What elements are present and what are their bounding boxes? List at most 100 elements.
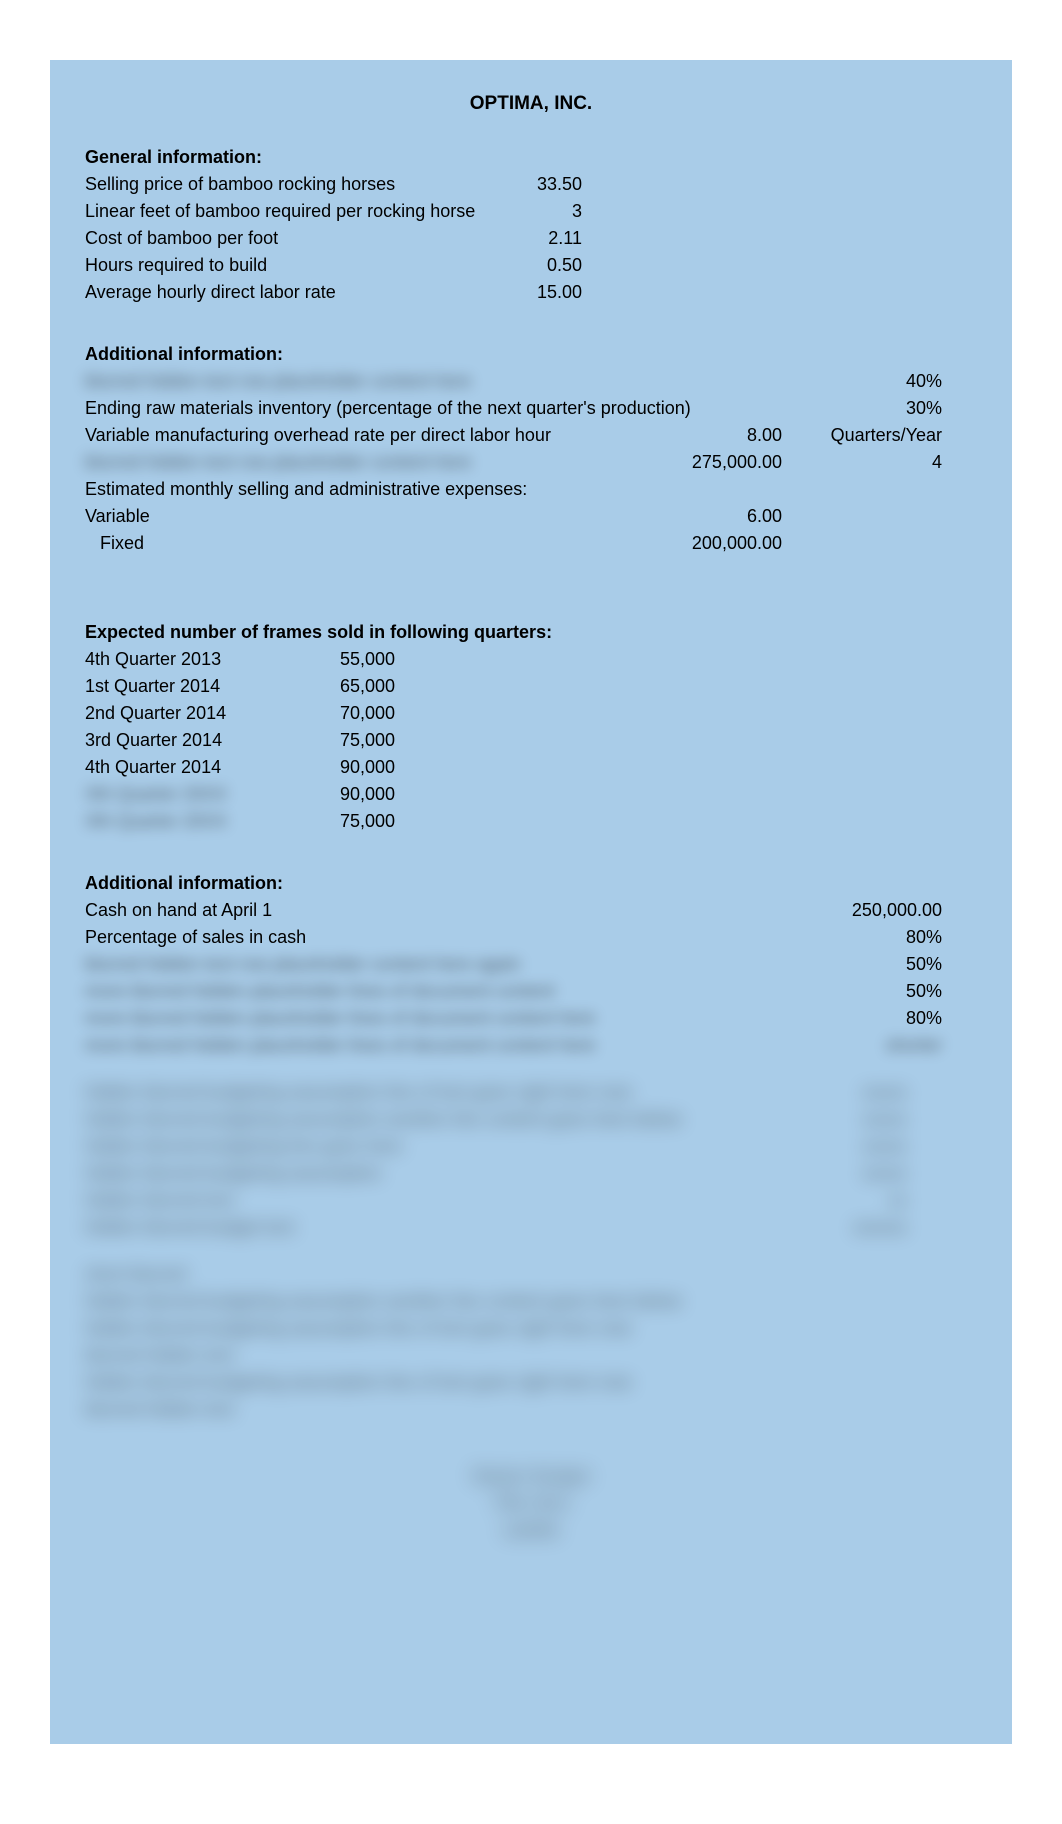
row-label: Cost of bamboo per foot — [85, 225, 278, 252]
blurred-value: shorter — [886, 1032, 942, 1059]
amount-275k: 275,000.00 — [692, 449, 782, 476]
pct-sales-row: Percentage of sales in cash 80% — [85, 924, 977, 951]
fixed-row: Fixed 200,000.00 — [85, 530, 977, 557]
four-value: 4 — [932, 449, 942, 476]
blurred-row: more blurred hidden placeholder lines of… — [85, 1032, 977, 1059]
blurred-line: hidden blurred budgeting assumption line… — [85, 1369, 631, 1396]
blurred-bottom-line: subtitle — [85, 1517, 977, 1544]
quarter-label: 3rd Quarter 2014 — [85, 727, 285, 754]
est-monthly-row: Estimated monthly selling and administra… — [85, 476, 977, 503]
quarter-value: 75,000 — [285, 808, 395, 835]
quarters-year-label: Quarters/Year — [831, 422, 942, 449]
quarter-label: 4th Quarter 2013 — [85, 646, 285, 673]
blurred-line: hidden blurred budgeting assumption anot… — [85, 1288, 681, 1315]
blurred-row: more blurred hidden placeholder lines of… — [85, 978, 977, 1005]
quarter-value: 90,000 — [285, 781, 395, 808]
additional-info-header-1: Additional information: — [85, 341, 977, 368]
blurred-line: hidden blurred budget text — [85, 1214, 294, 1241]
blurred-bottom-line: Master Budget — [85, 1463, 977, 1490]
row-label: Average hourly direct labor rate — [85, 279, 336, 306]
general-row: Average hourly direct labor rate 15.00 — [85, 279, 977, 306]
row-value: 30% — [906, 395, 942, 422]
row-label: Ending raw materials inventory (percenta… — [85, 395, 691, 422]
document-body: OPTIMA, INC. General information: Sellin… — [50, 60, 1012, 1744]
row-value: 250,000.00 — [852, 897, 942, 924]
quarter-row: 2nd Quarter 2014 70,000 — [85, 700, 977, 727]
blurred-label: blurred hidden text row placeholder cont… — [85, 951, 520, 978]
row-value: 6.00 — [747, 503, 782, 530]
row-label: Selling price of bamboo rocking horses — [85, 171, 395, 198]
quarter-row: 4th Quarter 2013 55,000 — [85, 646, 977, 673]
variable-row: Variable 6.00 — [85, 503, 977, 530]
blurred-value: xxxxx — [862, 1133, 907, 1160]
row-value: 200,000.00 — [692, 530, 782, 557]
row-value: 33.50 — [537, 171, 582, 198]
row-label: Variable manufacturing overhead rate per… — [85, 422, 551, 449]
pct-40: 40% — [906, 368, 942, 395]
row-label: Linear feet of bamboo required per rocki… — [85, 198, 475, 225]
quarter-label: 2nd Quarter 2014 — [85, 700, 285, 727]
blurred-line: hidden blurred budgeting assumption — [85, 1160, 381, 1187]
row-label: Variable — [85, 503, 150, 530]
blurred-row: blurred hidden text row placeholder cont… — [85, 449, 977, 476]
quarter-label: 4th Quarter 2014 — [85, 754, 285, 781]
additional-info-header-2: Additional information: — [85, 870, 977, 897]
blurred-line: hidden blurred budgeting assumption line… — [85, 1079, 631, 1106]
blurred-value: xxxxx — [862, 1079, 907, 1106]
quarter-label: 1st Quarter 2014 — [85, 673, 285, 700]
quarter-value: 70,000 — [285, 700, 395, 727]
quarter-row: 1st Quarter 2014 65,000 — [85, 673, 977, 700]
general-row: Linear feet of bamboo required per rocki… — [85, 198, 977, 225]
pct-50: 50% — [906, 978, 942, 1005]
blurred-row: blurred hidden text row placeholder cont… — [85, 951, 977, 978]
blurred-label: blurred hidden text row placeholder cont… — [85, 368, 471, 395]
general-row: Selling price of bamboo rocking horses 3… — [85, 171, 977, 198]
row-label: Percentage of sales in cash — [85, 924, 306, 951]
blurred-line: hidden blurred text — [85, 1187, 234, 1214]
quarter-row-blurred: Xth Quarter 20XX 75,000 — [85, 808, 977, 835]
quarter-value: 75,000 — [285, 727, 395, 754]
general-info-header: General information: — [85, 144, 977, 171]
cash-row: Cash on hand at April 1 250,000.00 — [85, 897, 977, 924]
quarter-value: 65,000 — [285, 673, 395, 700]
row-label: Hours required to build — [85, 252, 267, 279]
ending-raw-row: Ending raw materials inventory (percenta… — [85, 395, 977, 422]
row-label: Cash on hand at April 1 — [85, 897, 272, 924]
blurred-label: blurred hidden text row placeholder cont… — [85, 449, 471, 476]
blurred-line: hidden blurred budgeting assumption anot… — [85, 1106, 681, 1133]
blurred-label: more blurred hidden placeholder lines of… — [85, 1005, 595, 1032]
blurred-row: blurred hidden text row placeholder cont… — [85, 368, 977, 395]
quarter-label-blurred: Xth Quarter 20XX — [85, 808, 285, 835]
quarter-row: 4th Quarter 2014 90,000 — [85, 754, 977, 781]
row-label: Estimated monthly selling and administra… — [85, 476, 527, 503]
blurred-value: xx — [889, 1187, 907, 1214]
quarter-row: 3rd Quarter 2014 75,000 — [85, 727, 977, 754]
blurred-row: more blurred hidden placeholder lines of… — [85, 1005, 977, 1032]
row-value: 15.00 — [537, 279, 582, 306]
blurred-bottom: Master Budget Title Here subtitle — [85, 1463, 977, 1544]
row-value: 80% — [906, 924, 942, 951]
row-value: 0.50 — [547, 252, 582, 279]
blurred-value: xxxxxx — [853, 1214, 907, 1241]
quarter-value: 90,000 — [285, 754, 395, 781]
blurred-block: hidden blurred budgeting assumption line… — [85, 1079, 977, 1241]
blurred-block-2: short blurred hidden blurred budgeting a… — [85, 1261, 977, 1423]
row-value: 3 — [572, 198, 582, 225]
general-row: Cost of bamboo per foot 2.11 — [85, 225, 977, 252]
blurred-label: more blurred hidden placeholder lines of… — [85, 1032, 595, 1059]
blurred-value: xxxxx — [862, 1160, 907, 1187]
blurred-line: blurred hidden text — [85, 1396, 234, 1423]
quarter-value: 55,000 — [285, 646, 395, 673]
blurred-value: xxxxx — [862, 1106, 907, 1133]
row-label: Fixed — [85, 530, 144, 557]
row-value: 8.00 — [747, 422, 782, 449]
company-title: OPTIMA, INC. — [85, 90, 977, 119]
expected-header: Expected number of frames sold in follow… — [85, 619, 977, 646]
pct-80: 80% — [906, 1005, 942, 1032]
blurred-line: hidden blurred budgeting assumption line… — [85, 1315, 631, 1342]
blurred-line: blurred hidden text — [85, 1342, 234, 1369]
blurred-line: short blurred — [85, 1261, 186, 1288]
blurred-bottom-line: Title Here — [85, 1490, 977, 1517]
blurred-label: more blurred hidden placeholder lines of… — [85, 978, 554, 1005]
pct-50: 50% — [906, 951, 942, 978]
